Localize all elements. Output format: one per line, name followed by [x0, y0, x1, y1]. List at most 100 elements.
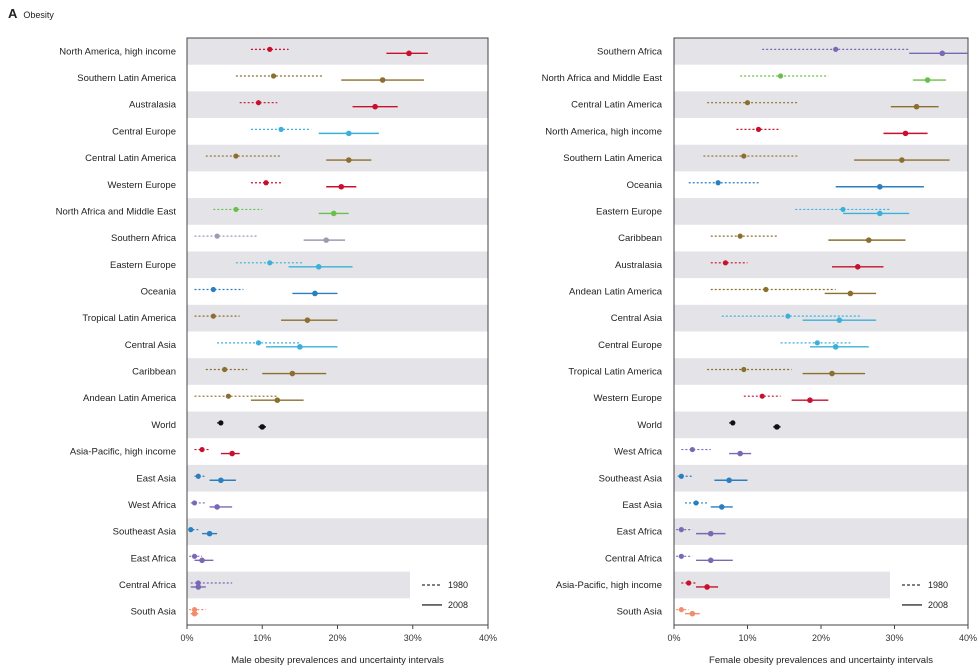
point-2008 — [836, 317, 843, 323]
row-band — [187, 464, 488, 492]
row-label: Caribbean — [132, 367, 176, 378]
row-label: Central Africa — [605, 553, 663, 564]
legend-label-1980: 1980 — [448, 580, 468, 590]
row-label: Central Latin America — [85, 153, 177, 164]
row-label: Southern Latin America — [563, 153, 662, 164]
row-band — [674, 464, 968, 492]
row-label: Oceania — [141, 286, 177, 297]
row-label: Central Africa — [119, 580, 177, 591]
point-1980 — [693, 500, 699, 506]
x-tick-label: 30% — [404, 633, 422, 643]
point-1980 — [270, 73, 277, 79]
row-band — [674, 304, 968, 332]
point-2008 — [406, 50, 412, 57]
row-band — [187, 358, 488, 385]
row-label: Central Europe — [112, 126, 176, 137]
row-band — [187, 251, 488, 279]
point-1980 — [730, 420, 736, 426]
point-1980 — [715, 180, 721, 186]
x-tick-label: 10% — [253, 633, 271, 643]
row-label: Andean Latin America — [83, 393, 177, 404]
point-1980 — [814, 340, 820, 346]
row-label: North America, high income — [545, 126, 662, 137]
row-label: Eastern Europe — [596, 206, 662, 217]
row-label: Asia-Pacific, high income — [70, 447, 176, 458]
row-band — [187, 571, 410, 599]
point-2008 — [214, 504, 220, 510]
point-2008 — [707, 530, 714, 537]
point-1980 — [233, 153, 239, 159]
row-band — [674, 571, 890, 599]
row-label: Caribbean — [618, 233, 662, 244]
row-label: Central Europe — [598, 340, 662, 351]
point-2008 — [899, 157, 905, 163]
row-label: Western Europe — [108, 180, 176, 191]
point-2008 — [199, 557, 205, 564]
row-label: Central Asia — [611, 313, 663, 324]
point-1980 — [255, 100, 262, 106]
row-label: Southern Latin America — [77, 73, 176, 84]
point-1980 — [741, 366, 747, 373]
point-1980 — [741, 153, 747, 159]
point-2008 — [902, 130, 909, 137]
row-label: Oceania — [627, 180, 663, 191]
row-label: Central Asia — [125, 340, 177, 351]
point-2008 — [807, 397, 813, 404]
row-label: Western Europe — [594, 393, 662, 404]
point-1980 — [840, 206, 846, 213]
point-2008 — [774, 424, 780, 430]
point-1980 — [689, 446, 695, 453]
point-1980 — [267, 46, 273, 52]
point-2008 — [865, 237, 872, 243]
row-label: Southeast Asia — [599, 473, 663, 484]
chart-male: 0% 10% 20% 30% 40% North America, high income… — [56, 37, 497, 666]
row-band — [674, 91, 968, 119]
point-1980 — [278, 126, 284, 132]
point-2008 — [297, 344, 303, 350]
legend-label-1980: 1980 — [928, 580, 948, 590]
row-band — [674, 251, 968, 279]
row-label: East Africa — [131, 553, 177, 564]
point-2008 — [704, 584, 710, 590]
row-band — [187, 198, 488, 225]
row-label: Asia-Pacific, high income — [556, 580, 662, 591]
point-2008 — [289, 370, 296, 377]
row-label: South Asia — [617, 607, 663, 618]
row-band — [674, 38, 968, 65]
point-2008 — [229, 450, 235, 457]
row-label: Tropical Latin America — [82, 313, 176, 324]
row-label: West Africa — [614, 447, 663, 458]
point-2008 — [206, 530, 213, 537]
row-label: Andean Latin America — [569, 286, 663, 297]
row-band — [187, 518, 488, 545]
point-2008 — [939, 50, 946, 57]
point-1980 — [785, 313, 791, 319]
point-1980 — [763, 286, 769, 293]
x-tick-label: 40% — [959, 633, 977, 643]
row-label: Central Latin America — [571, 100, 663, 111]
point-1980 — [833, 46, 839, 52]
point-2008 — [274, 397, 281, 404]
point-1980 — [722, 260, 729, 266]
point-1980 — [755, 126, 762, 132]
row-label: Southern Africa — [111, 233, 177, 244]
point-1980 — [210, 286, 216, 293]
legend-label-2008: 2008 — [448, 600, 468, 610]
point-1980 — [759, 393, 765, 399]
point-1980 — [191, 607, 198, 613]
point-2008 — [312, 290, 318, 297]
point-2008 — [689, 610, 696, 617]
point-2008 — [913, 103, 920, 110]
point-2008 — [829, 370, 835, 377]
point-1980 — [191, 553, 198, 559]
row-label: East Asia — [622, 500, 662, 511]
point-1980 — [191, 500, 198, 506]
point-1980 — [737, 233, 743, 239]
row-label: North America, high income — [59, 46, 176, 57]
x-axis-label: Male obesity prevalences and uncertainty… — [231, 655, 444, 666]
panel-title: Obesity — [23, 10, 54, 20]
x-tick-label: 40% — [479, 633, 497, 643]
plot-frame — [673, 37, 969, 626]
row-label: South Asia — [131, 607, 177, 618]
row-band — [674, 198, 968, 225]
